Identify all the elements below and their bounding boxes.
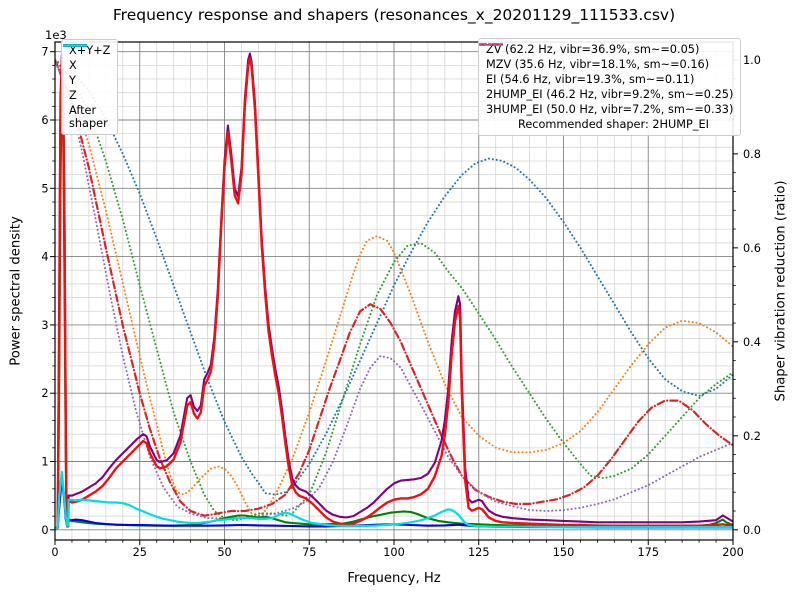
legend-item-hump3: 3HUMP_EI (50.0 Hz, vibr=7.2%, sm~=0.33) xyxy=(479,43,734,116)
series-zv xyxy=(55,58,733,496)
legend-item-ei: EI (54.6 Hz, vibr=19.3%, sm~=0.11) xyxy=(479,43,733,86)
y-right-tick-label: 0.2 xyxy=(743,430,761,443)
x-tick-label: 0 xyxy=(51,546,58,559)
legend-item-label: X+Y+Z xyxy=(69,44,111,57)
series-mzv xyxy=(55,58,733,517)
chart-title: Frequency response and shapers (resonanc… xyxy=(112,6,676,24)
legend-item-label: Y xyxy=(69,73,76,87)
y-right-tick-label: 0.6 xyxy=(743,242,761,255)
legend-item-label: X xyxy=(69,58,77,72)
legend-item-label: 3HUMP_EI (50.0 Hz, vibr=7.2%, sm~=0.33) xyxy=(486,102,734,116)
legend-item-label: ZV (62.2 Hz, vibr=36.9%, sm~=0.05) xyxy=(486,43,700,56)
x-tick-label: 200 xyxy=(722,546,744,559)
y-right-tick-label: 0.0 xyxy=(743,524,761,537)
y-left-tick-label: 5 xyxy=(41,182,48,195)
recommended-shaper-text: Recommended shaper: 2HUMP_EI xyxy=(518,117,709,131)
x-tick-label: 25 xyxy=(133,546,147,559)
legend-item-label: After shaper xyxy=(69,103,108,130)
legend-item-hump2: 2HUMP_EI (46.2 Hz, vibr=9.2%, sm~=0.25) xyxy=(479,43,734,101)
y-right-tick-label: 1.0 xyxy=(743,54,761,67)
y-left-tick-label: 1 xyxy=(41,456,48,469)
y-left-tick-label: 2 xyxy=(41,387,48,400)
y-left-tick-label: 3 xyxy=(41,319,48,332)
legend-item-z: Z xyxy=(63,44,110,102)
x-tick-label: 150 xyxy=(553,546,575,559)
y-right-tick-label: 0.4 xyxy=(743,336,761,349)
legend-item-label: 2HUMP_EI (46.2 Hz, vibr=9.2%, sm~=0.25) xyxy=(486,87,734,101)
series-group xyxy=(55,52,733,531)
legend-item-x: X xyxy=(63,44,110,72)
recommended-shaper-note: Recommended shaper: 2HUMP_EI xyxy=(486,118,733,131)
y-left-tick-label: 0 xyxy=(41,524,48,537)
legend-item-mzv: MZV (35.6 Hz, vibr=18.1%, sm~=0.16) xyxy=(479,43,733,71)
legend-item-zv: ZV (62.2 Hz, vibr=36.9%, sm~=0.05) xyxy=(479,43,733,56)
y-left-tick-label: 4 xyxy=(41,251,48,264)
legend-item-after: After shaper xyxy=(63,44,110,130)
legend-item-label: MZV (35.6 Hz, vibr=18.1%, sm~=0.16) xyxy=(486,57,710,71)
tick-marks xyxy=(50,51,738,545)
legend-item-label: EI (54.6 Hz, vibr=19.3%, sm~=0.11) xyxy=(486,72,695,86)
x-tick-label: 75 xyxy=(302,546,316,559)
series-hump3 xyxy=(55,58,733,520)
x-tick-label: 125 xyxy=(468,546,490,559)
legend-item-label: Z xyxy=(69,88,77,102)
legend-swatch-dotted-line xyxy=(479,43,505,46)
legend-swatch-solid-line xyxy=(63,44,87,47)
series-hump2 xyxy=(55,58,733,517)
y-left-axis-label: Power spectral density xyxy=(8,216,24,366)
series-after xyxy=(55,470,733,530)
y-right-tick-label: 0.8 xyxy=(743,148,761,161)
y-axis-offset-text: 1e3 xyxy=(45,28,67,42)
legend-swatch-placeholder xyxy=(486,119,512,129)
x-tick-label: 100 xyxy=(383,546,405,559)
y-left-tick-label: 7 xyxy=(41,46,48,59)
legend-shapers: ZV (62.2 Hz, vibr=36.9%, sm~=0.05) MZV (3… xyxy=(478,38,742,136)
x-axis-label: Frequency, Hz xyxy=(347,571,441,586)
x-tick-label: 175 xyxy=(637,546,659,559)
legend-measured: X+Y+Z X Y Z After shaper xyxy=(61,39,119,135)
series-x xyxy=(55,57,733,531)
legend-item-y: Y xyxy=(63,44,110,87)
y-right-axis-label: Shaper vibration reduction (ratio) xyxy=(773,180,789,402)
y-left-tick-label: 6 xyxy=(41,114,48,127)
x-tick-label: 50 xyxy=(217,546,231,559)
